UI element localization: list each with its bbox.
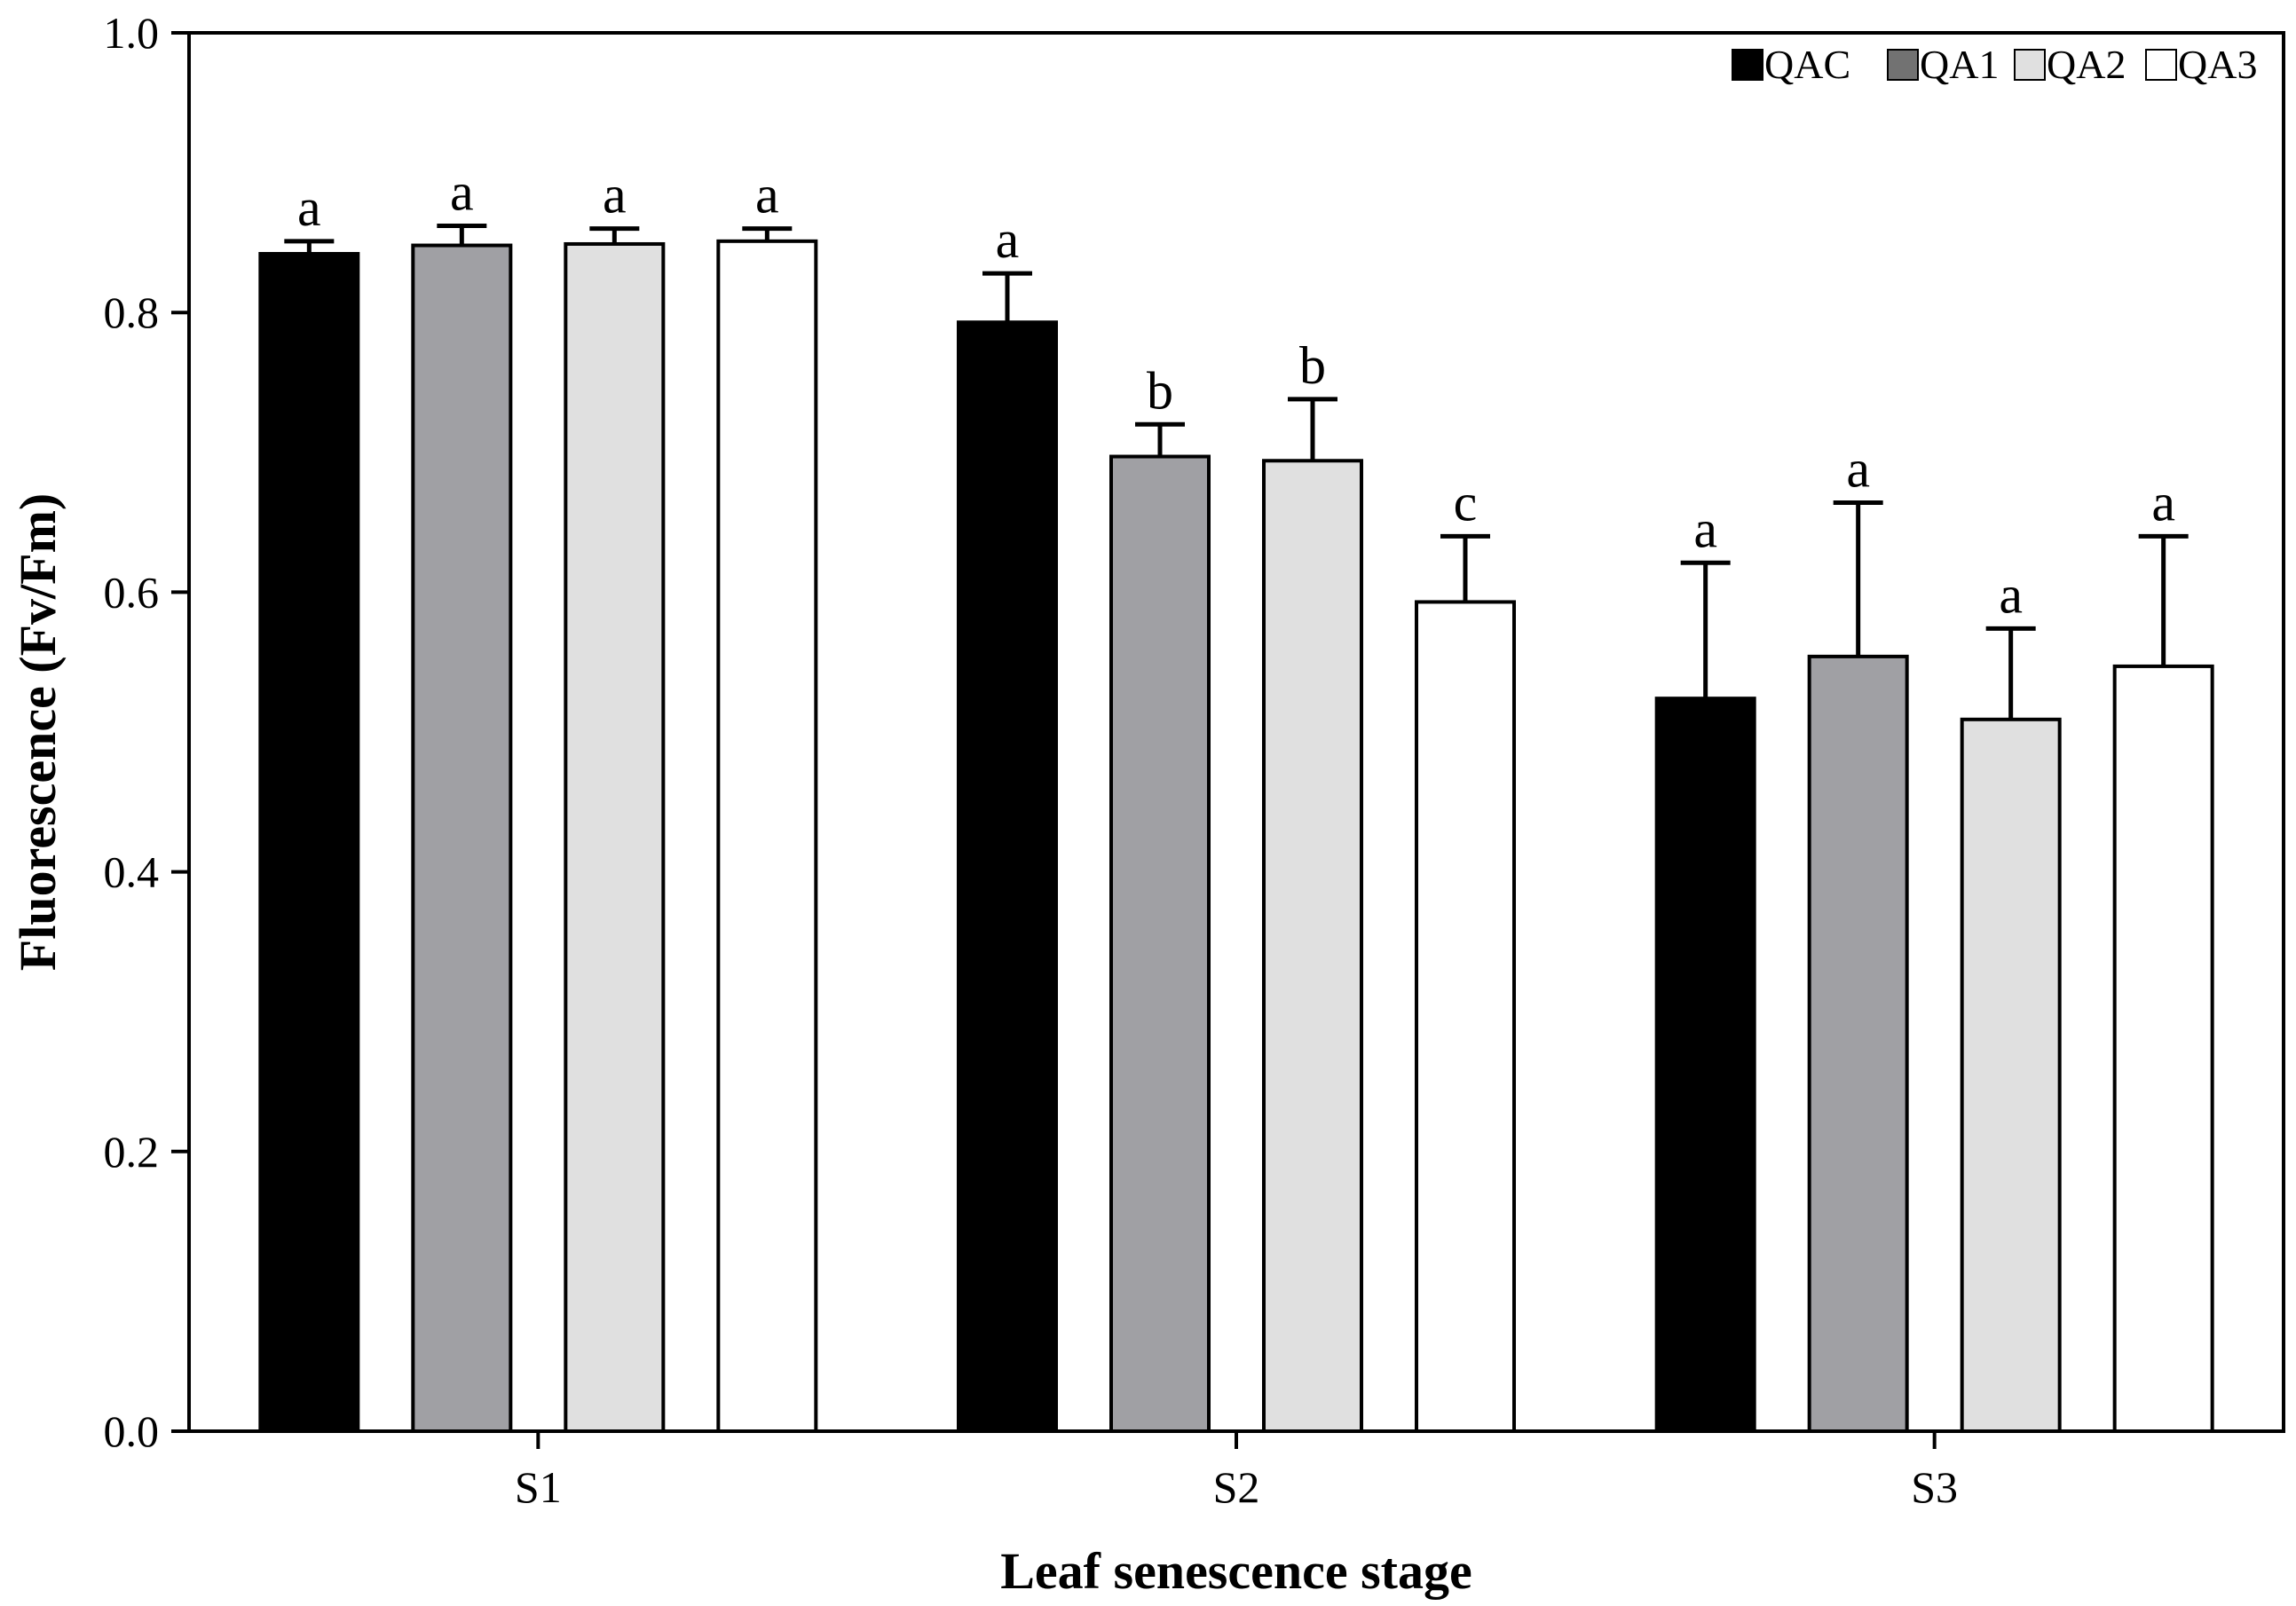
legend-swatch bbox=[1732, 49, 1763, 81]
significance-letter: a bbox=[1999, 565, 2023, 624]
y-tick-label: 0.8 bbox=[104, 287, 160, 337]
bar bbox=[1654, 697, 1756, 1433]
y-tick-label: 1.0 bbox=[104, 8, 160, 58]
x-tick-label: S1 bbox=[515, 1462, 562, 1512]
significance-letter: a bbox=[603, 166, 627, 224]
bar bbox=[1807, 654, 1909, 1433]
bar bbox=[716, 239, 818, 1434]
significance-letter: b bbox=[1299, 336, 1326, 395]
bar bbox=[1262, 459, 1363, 1433]
x-axis: S1 S2 S3 bbox=[515, 1431, 1958, 1512]
legend-label: QAC bbox=[1764, 42, 1850, 87]
x-axis-title: Leaf senescence stage bbox=[1000, 1542, 1472, 1600]
significance-letter: a bbox=[996, 210, 1020, 269]
legend-swatch bbox=[2014, 49, 2046, 81]
legend-label: QA2 bbox=[2047, 42, 2126, 87]
legend-swatch bbox=[2145, 49, 2177, 81]
bar-series: a a a a a b b c a a a a bbox=[258, 162, 2214, 1434]
significance-letter: a bbox=[450, 162, 474, 221]
legend-swatch bbox=[1887, 49, 1919, 81]
y-tick-label: 0.0 bbox=[104, 1406, 160, 1456]
significance-letter: a bbox=[2151, 473, 2175, 531]
significance-letter: a bbox=[297, 178, 321, 237]
bar bbox=[2112, 664, 2214, 1433]
y-axis-title: Fluorescence (Fv/Fm) bbox=[9, 493, 67, 971]
legend: QAC QA1 QA2 QA3 bbox=[1732, 42, 2257, 87]
bar bbox=[1960, 717, 2062, 1433]
y-tick-label: 0.6 bbox=[104, 567, 160, 617]
legend-label: QA1 bbox=[1920, 42, 1999, 87]
x-tick-label: S2 bbox=[1213, 1462, 1260, 1512]
significance-letter: a bbox=[1846, 440, 1870, 499]
bar bbox=[258, 252, 360, 1433]
bar bbox=[1109, 454, 1211, 1434]
bar bbox=[957, 320, 1058, 1433]
bar bbox=[1415, 600, 1516, 1433]
y-tick-label: 0.2 bbox=[104, 1127, 160, 1177]
y-tick-label: 0.4 bbox=[104, 847, 160, 897]
x-tick-label: S3 bbox=[1911, 1462, 1958, 1512]
plot-area bbox=[187, 31, 2285, 1433]
significance-letter: a bbox=[755, 166, 779, 224]
significance-letter: b bbox=[1147, 361, 1173, 420]
significance-letter: c bbox=[1454, 473, 1478, 531]
legend-label: QA3 bbox=[2178, 42, 2257, 87]
bar bbox=[564, 241, 666, 1434]
bar bbox=[411, 243, 513, 1433]
y-axis: 0.0 0.2 0.4 0.6 0.8 1.0 bbox=[104, 8, 189, 1456]
significance-letter: a bbox=[1693, 500, 1717, 558]
